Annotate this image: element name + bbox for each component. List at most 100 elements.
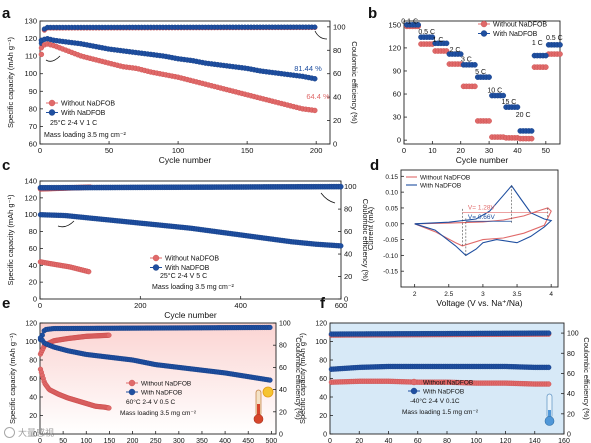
y-tick-label: 100 xyxy=(24,69,37,78)
y-tick-label: 20 xyxy=(319,413,327,420)
data-point xyxy=(486,118,492,124)
data-point xyxy=(429,34,436,40)
x-tick-label: 0 xyxy=(328,438,332,443)
y-tick-label: 30 xyxy=(393,113,401,122)
data-point xyxy=(38,51,45,58)
data-point xyxy=(514,104,521,110)
y-tick-label: 120 xyxy=(25,321,37,328)
thermometer-bulb xyxy=(544,416,555,426)
rate-label: 20 C xyxy=(516,112,531,119)
data-point xyxy=(545,364,552,371)
axis-arrow-right xyxy=(320,192,336,204)
y-tick-label: 70 xyxy=(29,122,37,131)
plot-frame xyxy=(39,322,277,435)
y-axis-label: Current (mA) xyxy=(366,206,375,250)
y-tick-label: 20 xyxy=(29,413,37,420)
x-tick-label: 500 xyxy=(266,438,278,443)
y-tick-label: 0 xyxy=(33,295,37,304)
capacity-series xyxy=(328,378,552,387)
panel-c: c0 200 400 60002040608010012014002040608010… xyxy=(2,157,370,320)
panel-a: a 0 50 100 150 200 60 70 80 90 100 110 120 130 0 20 40 60… xyxy=(2,5,359,165)
plot-frame xyxy=(39,20,331,145)
x-tick-label: 50 xyxy=(105,146,113,155)
efficiency-series xyxy=(37,332,112,357)
data-point xyxy=(415,22,421,28)
x-tick-label: 160 xyxy=(558,438,570,443)
legend-marker xyxy=(410,378,418,386)
y-tick-label: 60 xyxy=(393,90,401,99)
y-tick-label: 80 xyxy=(29,104,37,113)
legend-entry: With NaDFOB xyxy=(61,110,106,117)
x-tick-label: 200 xyxy=(127,438,139,443)
watermark-text: 大量感视 xyxy=(18,428,55,439)
data-point xyxy=(457,51,464,57)
x-tick-label: 600 xyxy=(335,301,348,310)
efficiency-series xyxy=(328,330,552,337)
y2-tick-label: 20 xyxy=(279,409,287,416)
delta-v-label-with: V= 0.66V xyxy=(468,214,496,221)
x-tick-label: 100 xyxy=(172,146,185,155)
legend-entry: Without NaDFOB xyxy=(493,22,547,29)
x-tick-label: 50 xyxy=(59,438,67,443)
x-tick-label: 0 xyxy=(38,301,42,310)
panel-letter: a xyxy=(2,5,11,22)
condition-text: Mass loading 3.5 mg cm⁻² xyxy=(120,410,197,417)
watermark-icon xyxy=(4,426,15,438)
x-tick-label: 0 xyxy=(38,146,42,155)
panel-letter: c xyxy=(2,157,10,174)
x-tick-label: 300 xyxy=(173,438,185,443)
x-tick-label: 400 xyxy=(234,301,247,310)
y2-axis-label: Coulombic efficiency (%) xyxy=(582,337,591,420)
retention-with: 81.44 % xyxy=(294,64,322,73)
y2-tick-label: 0 xyxy=(279,432,283,439)
data-point xyxy=(543,64,549,70)
y-tick-label: 120 xyxy=(388,43,401,52)
x-axis-label: Voltage (V vs. Na⁺/Na) xyxy=(436,298,522,308)
thermometer-hot-icon xyxy=(253,386,274,424)
y-tick-label: 0 xyxy=(397,136,401,145)
y-tick-label: 0 xyxy=(33,432,37,439)
y-tick-label: 100 xyxy=(25,339,37,346)
x-tick-label: 150 xyxy=(241,146,254,155)
x-tick-label: 200 xyxy=(310,146,323,155)
y-tick-label: 140 xyxy=(24,177,37,186)
y2-tick-label: 0 xyxy=(344,295,348,304)
legend-marker xyxy=(128,388,136,396)
y-tick-label: 120 xyxy=(24,34,37,43)
y2-tick-label: 80 xyxy=(344,205,352,214)
legend-marker xyxy=(48,99,56,107)
x-tick-label: 250 xyxy=(150,438,162,443)
rate-label: 1 C xyxy=(532,40,543,47)
data-point xyxy=(267,324,273,331)
y-tick-label: 150 xyxy=(388,20,401,29)
y2-tick-label: 60 xyxy=(344,227,352,236)
legend-entry: With NaDFOB xyxy=(141,390,182,397)
y2-tick-label: 60 xyxy=(567,371,575,378)
y2-tick-label: 40 xyxy=(279,387,287,394)
y2-axis-label: Coulombic efficiency (%) xyxy=(350,41,359,124)
panel-letter: e xyxy=(2,295,10,312)
y-tick-label: 80 xyxy=(29,358,37,365)
data-point xyxy=(500,92,507,99)
thermometer-bulb xyxy=(253,414,264,424)
data-point xyxy=(312,76,318,82)
legend-entry: With NaDFOB xyxy=(165,265,210,272)
rate-series xyxy=(404,22,563,134)
y-tick-label: 0.05 xyxy=(385,205,398,212)
thermometer-fluid xyxy=(257,404,260,416)
legend-entry: With NaDFOB xyxy=(420,183,461,190)
x-axis-label: Cycle number xyxy=(456,155,509,165)
y-tick-label: 90 xyxy=(393,66,401,75)
plot-frame xyxy=(403,20,561,145)
x-tick-label: 80 xyxy=(443,438,451,443)
legend: Without NaDFOB With NaDFOB xyxy=(46,99,115,117)
condition-text: 60°C 2-4 V 0.5 C xyxy=(126,398,176,406)
legend-entry: Without NaDFOB xyxy=(61,101,115,108)
panel-b: b 0 10 20 30 40 50 0 30 60 90 120 150 Cycle number 0.1… xyxy=(368,5,563,165)
y2-tick-label: 60 xyxy=(333,69,341,78)
y-tick-label: -0.15 xyxy=(383,269,398,276)
y-tick-label: 120 xyxy=(24,193,37,202)
x-tick-label: 3 xyxy=(481,291,485,298)
